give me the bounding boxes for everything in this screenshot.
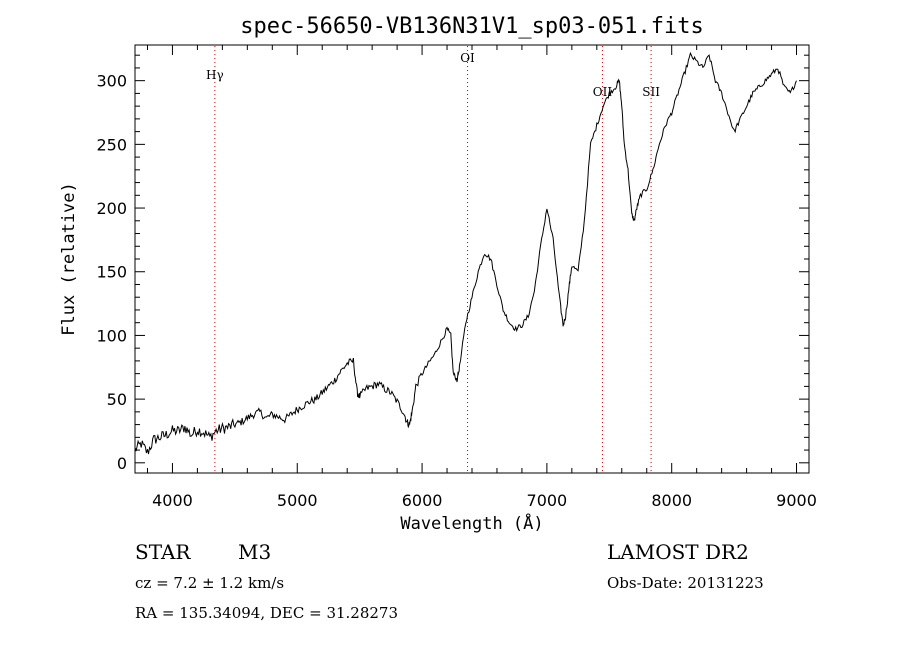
x-tick-label: 7000 [527, 491, 568, 510]
spectral-line-markers: Hγ OI OII SII [206, 46, 660, 472]
redshift-velocity: cz = 7.2 ± 1.2 km/s [135, 574, 285, 592]
plot-frame [134, 44, 810, 474]
y-axis-label: Flux (relative) [59, 182, 79, 336]
observation-date: Obs-Date: 20131223 [607, 574, 764, 592]
x-tick-label: 6000 [402, 491, 443, 510]
ra-dec-coordinates: RA = 135.34094, DEC = 31.28273 [135, 604, 399, 622]
y-tick-label: 300 [96, 72, 127, 91]
line-marker-label: OII [593, 85, 613, 99]
line-marker-label: SII [642, 85, 660, 99]
x-tick-label: 5000 [277, 491, 318, 510]
x-tick-label: 9000 [776, 491, 817, 510]
chart-title: spec-56650-VB136N31V1_sp03-051.fits [240, 14, 704, 39]
spectrum-line [135, 51, 797, 455]
x-tick-label: 8000 [651, 491, 692, 510]
object-type: STAR [135, 540, 191, 564]
axis-ticks [135, 45, 809, 473]
y-tick-label: 200 [96, 199, 127, 218]
line-marker-label: OI [460, 51, 475, 65]
y-tick-label: 50 [107, 390, 127, 409]
line-marker-label: Hγ [206, 68, 224, 82]
x-axis-label: Wavelength (Å) [400, 512, 543, 534]
x-tick-label: 4000 [152, 491, 193, 510]
axis-tick-labels: 4000 5000 6000 7000 8000 9000 0 50 100 150 200 250 3… [96, 72, 816, 510]
y-tick-label: 250 [96, 135, 127, 154]
object-subclass: M3 [238, 540, 272, 564]
y-tick-label: 100 [96, 326, 127, 345]
y-tick-label: 0 [117, 454, 127, 473]
y-tick-label: 150 [96, 263, 127, 282]
survey-name: LAMOST DR2 [607, 540, 749, 564]
